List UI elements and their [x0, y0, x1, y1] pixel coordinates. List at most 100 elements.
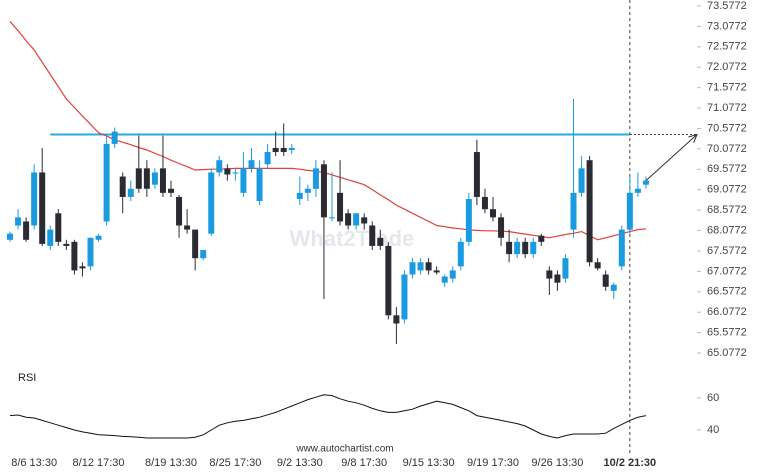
y-tick-label: 66.5772	[707, 286, 747, 298]
rsi-line	[9, 394, 647, 439]
candle-body	[39, 172, 46, 244]
candle-body	[546, 270, 553, 279]
candle-body	[208, 172, 215, 234]
candle-body	[143, 168, 150, 189]
candle-body	[361, 217, 368, 224]
candle-body	[31, 172, 38, 226]
candle-body	[296, 192, 303, 199]
candle-body	[192, 229, 199, 259]
forecast-arrow-head	[688, 133, 698, 143]
candle-body	[481, 196, 488, 210]
candle-body	[87, 237, 94, 267]
candle-body	[634, 188, 641, 193]
x-tick-label: 9/2 13:30	[277, 457, 323, 469]
x-tick-label: 9/8 17:30	[341, 457, 387, 469]
candle-body	[642, 180, 649, 185]
candle-body	[522, 241, 529, 255]
candle-body	[345, 213, 352, 226]
candle-body	[23, 221, 30, 240]
y-tick-label: 72.0772	[707, 61, 747, 73]
candle-body	[465, 198, 472, 242]
candle-body	[200, 250, 207, 259]
candle-body	[538, 235, 545, 242]
candle-body	[473, 152, 480, 197]
y-tick-label: 65.0772	[707, 347, 747, 359]
x-tick-label: 8/6 13:30	[11, 457, 57, 469]
candle-body	[562, 258, 569, 279]
y-tick-label: 69.5772	[707, 163, 747, 175]
candle-body	[570, 192, 577, 230]
x-tick-label: 10/2 21:30	[604, 457, 657, 469]
x-tick-label: 8/19 13:30	[145, 457, 197, 469]
candle-body	[449, 270, 456, 279]
y-tick-label: 70.0772	[707, 143, 747, 155]
candle-body	[103, 143, 110, 222]
candle-body	[55, 213, 62, 242]
candle-body	[554, 274, 561, 283]
candle-body	[457, 241, 464, 267]
y-tick-label: 68.0772	[707, 224, 747, 236]
candle-body	[602, 274, 609, 287]
candle-body	[369, 225, 376, 246]
x-tick-label: 9/15 13:30	[403, 457, 455, 469]
candle-body	[320, 164, 327, 218]
candle-body	[618, 229, 625, 267]
candle-body	[127, 188, 134, 197]
candle-body	[47, 229, 54, 246]
candle-body	[151, 172, 158, 185]
candle-body	[610, 284, 617, 291]
candle-body	[385, 245, 392, 316]
candle-body	[530, 241, 537, 255]
candle-body	[184, 225, 191, 230]
candle-body	[490, 209, 496, 218]
candle-body	[514, 241, 521, 255]
candle-body	[288, 147, 295, 150]
candle-body	[111, 131, 118, 144]
candle-body	[159, 168, 166, 193]
candle-body	[441, 276, 448, 283]
candle-body	[506, 241, 513, 255]
y-tick-label: 70.5772	[707, 122, 747, 134]
candle-body	[337, 192, 344, 222]
y-tick-label: 68.5772	[707, 204, 747, 216]
x-tick-label: 9/26 13:30	[531, 457, 583, 469]
candle-body	[119, 176, 126, 197]
candle-body	[248, 160, 255, 169]
candle-body	[264, 152, 271, 165]
candle-body	[135, 168, 142, 189]
candle-body	[95, 235, 102, 240]
candle-body	[71, 241, 78, 271]
candle-body	[377, 237, 384, 246]
y-tick-label: 65.5772	[707, 326, 747, 338]
y-tick-label: 66.0772	[707, 306, 747, 318]
candle-body	[312, 168, 319, 189]
candle-body	[498, 217, 505, 238]
x-tick-label: 8/25 17:30	[209, 457, 261, 469]
candle-body	[176, 196, 183, 226]
rsi-label: RSI	[18, 372, 36, 384]
y-tick-label: 67.5772	[707, 245, 747, 257]
y-tick-label: 72.5772	[707, 41, 747, 53]
candle-body	[433, 270, 440, 273]
y-tick-label: 67.0772	[707, 265, 747, 277]
y-tick-label: 73.5772	[707, 0, 747, 12]
candle-body	[280, 147, 287, 153]
candle-body	[626, 192, 633, 230]
candle-body	[393, 315, 400, 324]
candle-body	[401, 274, 408, 320]
x-tick-label: 8/12 17:30	[73, 457, 125, 469]
candle-body	[586, 160, 593, 263]
footer: www.autochartist.com	[295, 444, 393, 455]
candle-body	[272, 147, 279, 153]
forecast-arrow	[645, 134, 698, 181]
watermark: What2Trade	[290, 226, 415, 251]
candle-body	[329, 217, 335, 219]
candle-body	[353, 213, 360, 226]
candle-body	[224, 168, 231, 175]
candle-body	[232, 172, 239, 174]
candle-body	[256, 168, 263, 202]
candle-body	[79, 266, 86, 269]
candle-body	[63, 243, 70, 246]
x-tick-label: 9/19 17:30	[467, 457, 519, 469]
rsi-tick-label: 40	[707, 424, 719, 436]
